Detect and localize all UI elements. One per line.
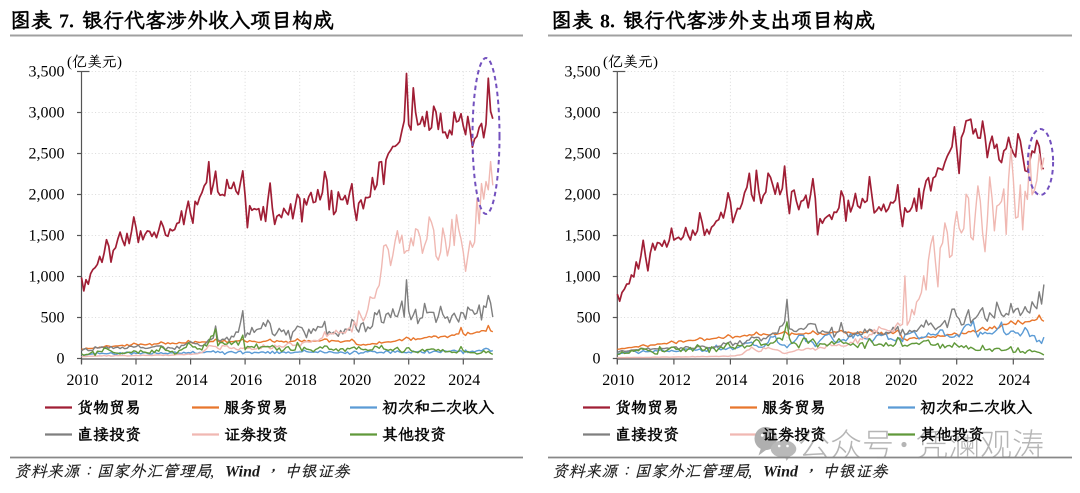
svg-text:(: ( [603,55,608,71]
svg-text:2010: 2010 [602,372,634,389]
svg-text:): ) [653,55,658,71]
svg-text:1,000: 1,000 [565,269,601,286]
svg-text:500: 500 [41,310,65,327]
svg-text:1,500: 1,500 [565,228,601,245]
svg-text:2012: 2012 [121,372,153,389]
svg-text:Wind: Wind [763,464,799,481]
svg-text:3,000: 3,000 [29,105,65,122]
svg-text:3,500: 3,500 [29,64,65,81]
svg-text:2014: 2014 [715,372,747,389]
svg-text:3,500: 3,500 [565,64,601,81]
svg-text:2,000: 2,000 [565,187,601,204]
svg-text:500: 500 [577,310,601,327]
svg-text:,: , [748,464,752,481]
svg-text:2020: 2020 [339,372,371,389]
svg-text:2018: 2018 [285,372,317,389]
svg-text:,: , [210,464,214,481]
svg-text:2016: 2016 [230,372,262,389]
svg-text:2022: 2022 [394,372,426,389]
svg-text:): ) [117,55,122,71]
svg-text:2020: 2020 [885,372,917,389]
svg-text:(: ( [67,55,72,71]
svg-text:Wind: Wind [225,464,261,481]
svg-text:2024: 2024 [998,372,1030,389]
svg-text:3,000: 3,000 [565,105,601,122]
svg-text:2,500: 2,500 [29,146,65,163]
svg-text:2012: 2012 [659,372,691,389]
svg-text:2018: 2018 [829,372,861,389]
svg-text:2022: 2022 [942,372,974,389]
svg-text:7.: 7. [59,11,74,33]
svg-text:2016: 2016 [772,372,804,389]
svg-text:8.: 8. [600,11,615,33]
svg-text:2014: 2014 [176,372,208,389]
svg-text:2,500: 2,500 [565,146,601,163]
svg-text:2010: 2010 [67,372,99,389]
svg-text:0: 0 [57,351,65,368]
svg-text:0: 0 [593,351,601,368]
svg-text:2,000: 2,000 [29,187,65,204]
svg-text:1,000: 1,000 [29,269,65,286]
svg-text:2024: 2024 [448,372,480,389]
svg-text:1,500: 1,500 [29,228,65,245]
